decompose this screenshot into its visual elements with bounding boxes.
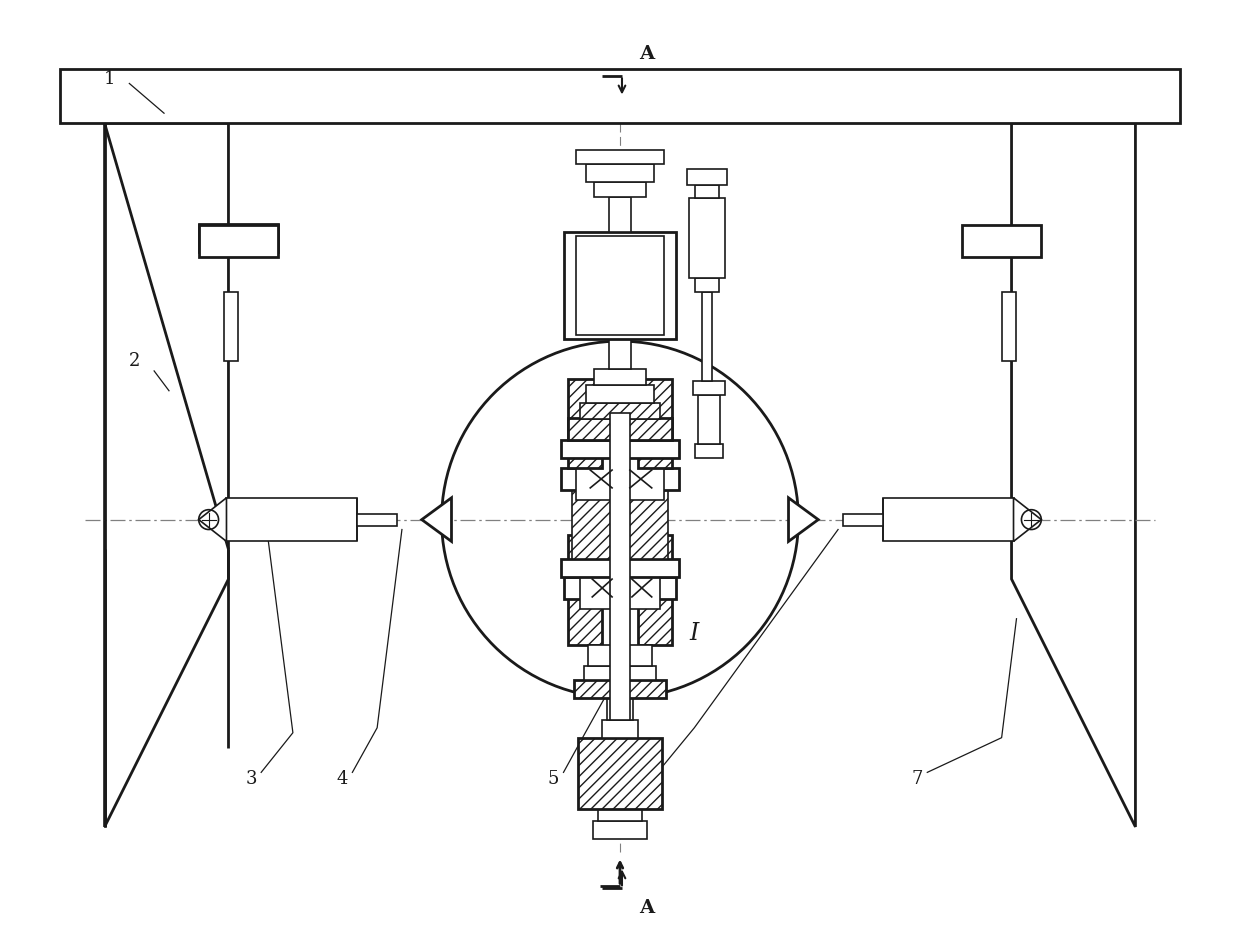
Bar: [223, 292, 238, 361]
Bar: [60, 68, 1180, 124]
Text: 1: 1: [104, 69, 115, 87]
Text: A: A: [639, 45, 655, 63]
Bar: [568, 419, 672, 440]
Polygon shape: [422, 498, 451, 542]
Bar: [584, 666, 656, 680]
Bar: [568, 536, 603, 644]
Text: 6: 6: [642, 770, 653, 788]
Polygon shape: [1013, 498, 1042, 542]
Bar: [580, 403, 660, 419]
Bar: [696, 277, 719, 292]
Bar: [560, 440, 680, 458]
Bar: [687, 169, 727, 184]
Bar: [637, 379, 672, 468]
Polygon shape: [1012, 124, 1136, 826]
Bar: [198, 225, 278, 256]
Text: 4: 4: [337, 770, 348, 788]
Bar: [580, 567, 660, 609]
Bar: [577, 458, 663, 500]
Bar: [594, 181, 646, 198]
Bar: [843, 514, 883, 525]
Bar: [698, 394, 720, 445]
Bar: [198, 224, 278, 252]
Bar: [603, 720, 637, 738]
Bar: [883, 498, 1013, 542]
Bar: [609, 198, 631, 232]
Bar: [357, 514, 397, 525]
Bar: [574, 680, 666, 698]
Bar: [598, 809, 642, 821]
Bar: [609, 339, 631, 369]
Bar: [702, 292, 712, 381]
Text: A: A: [639, 899, 655, 917]
Bar: [577, 150, 663, 163]
Bar: [962, 225, 1042, 256]
Bar: [578, 738, 662, 809]
Bar: [608, 698, 632, 720]
Bar: [610, 412, 630, 720]
Bar: [560, 560, 680, 577]
Text: 3: 3: [246, 770, 257, 788]
Bar: [227, 498, 357, 542]
Text: I: I: [689, 622, 699, 645]
Text: 7: 7: [911, 770, 923, 788]
Bar: [696, 184, 719, 199]
Bar: [587, 163, 653, 181]
Bar: [689, 199, 725, 277]
Bar: [564, 232, 676, 339]
Bar: [588, 644, 652, 666]
Bar: [573, 490, 667, 560]
Bar: [693, 381, 725, 394]
Bar: [696, 445, 723, 458]
Bar: [564, 577, 676, 598]
Bar: [560, 468, 680, 490]
Text: 2: 2: [129, 352, 140, 370]
Bar: [637, 536, 672, 644]
Bar: [587, 385, 653, 403]
Bar: [1002, 292, 1017, 361]
Polygon shape: [789, 498, 818, 542]
Polygon shape: [198, 498, 227, 542]
Bar: [577, 237, 663, 335]
Bar: [593, 821, 647, 839]
Text: 5: 5: [548, 770, 559, 788]
Bar: [594, 369, 646, 385]
Polygon shape: [104, 124, 228, 826]
Bar: [568, 379, 603, 468]
